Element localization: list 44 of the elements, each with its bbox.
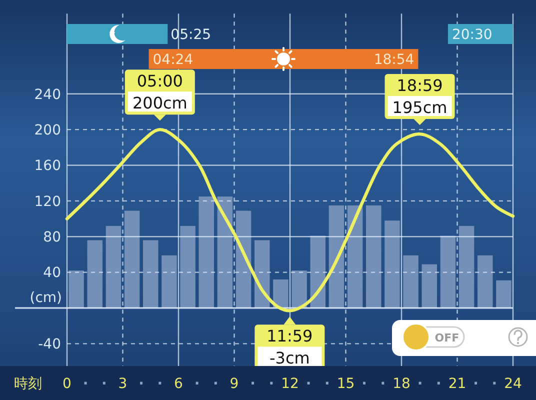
annotation: 11:59 [266,326,313,346]
x-tick-label: 0 [62,376,72,392]
annotation: 04:24 [152,52,194,68]
x-tick-label: · [473,376,478,392]
y-tick-label: 40 [43,265,61,282]
x-tick-label: · [306,376,312,392]
y-tick-label: -40 [38,336,61,353]
y-tick-label: 120 [34,194,61,210]
x-tick-label: · [362,376,367,392]
x-tick-label: 15 [336,376,355,392]
y-tick-label: 160 [34,158,61,174]
x-tick-label: · [250,376,256,392]
x-tick-label: · [138,376,144,392]
x-tick-label: · [82,376,88,392]
x-tick-label: · [417,376,423,392]
x-tick-label: 6 [174,376,184,392]
annotation: 20:30 [452,27,492,43]
y-tick-label: 200 [34,122,61,138]
annotation: OFF [434,332,460,344]
x-tick-label: 21 [448,376,466,392]
x-tick-label: 12 [281,376,299,392]
annotation: 195cm [392,98,448,118]
x-tick-label: · [157,376,163,392]
x-tick-label: · [324,376,330,392]
y-tick-label: 240 [34,86,61,103]
x-tick-label: 18 [392,376,410,392]
annotation: 200cm [132,94,188,113]
x-tick-label: · [213,376,218,392]
y-tick-label: 80 [43,230,61,246]
x-tick-label: · [436,376,442,392]
x-tick-label: · [380,376,386,392]
x-tick-label: · [268,376,274,392]
x-tick-label: 9 [230,376,239,392]
x-axis-title: 時刻 [14,376,42,392]
x-tick-label: · [492,376,498,392]
annotation: -3cm [270,348,310,368]
x-tick-label: 3 [118,376,128,392]
annotation: 05:00 [136,72,183,91]
y-axis-title: (cm) [30,290,62,306]
x-tick-label: · [102,376,107,392]
annotation: 18:59 [396,76,443,96]
x-tick-label: · [194,376,200,392]
annotation: 18:54 [374,52,414,68]
x-tick-label: 24 [504,376,522,392]
